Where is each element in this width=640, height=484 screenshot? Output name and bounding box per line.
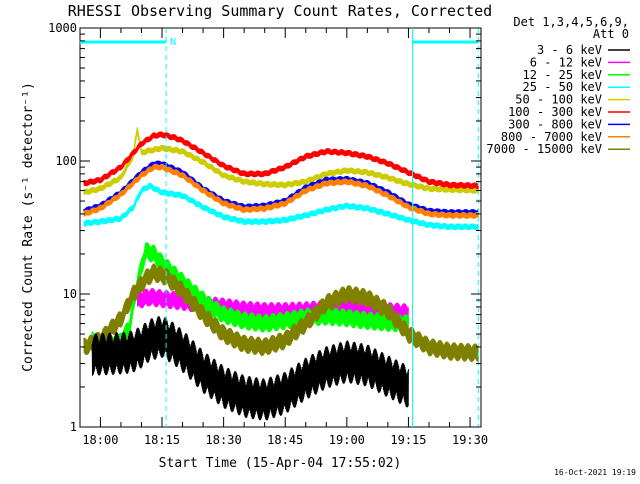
y-tick-label: 1000 bbox=[48, 21, 77, 35]
legend-label: 25 - 50 keV bbox=[523, 80, 602, 94]
y-tick-label: 1 bbox=[70, 420, 77, 434]
series-layer bbox=[83, 127, 479, 421]
x-tick-label: 18:30 bbox=[206, 433, 242, 447]
legend-label: 3 - 6 keV bbox=[537, 43, 602, 57]
annotation-layer: N bbox=[79, 28, 479, 427]
x-tick-label: 18:15 bbox=[144, 433, 180, 447]
x-tick-label: 19:00 bbox=[329, 433, 365, 447]
axis-layer: 18:00 18:15 18:30 18:45 19:00 19:15 19:30 1 10 10… bbox=[48, 21, 488, 447]
chart-title: RHESSI Observing Summary Count Rates, Co… bbox=[68, 2, 492, 20]
x-tick-label: 18:45 bbox=[267, 433, 303, 447]
x-axis-label: Start Time (15-Apr-04 17:55:02) bbox=[159, 456, 402, 471]
legend-label: 6 - 12 keV bbox=[530, 55, 602, 69]
y-tick-label: 10 bbox=[63, 287, 77, 301]
legend-label: 50 - 100 keV bbox=[515, 93, 602, 107]
plot-frame bbox=[79, 27, 482, 428]
legend-label: 7000 - 15000 keV bbox=[486, 142, 602, 156]
legend-header-detectors: Det 1,3,4,5,6,9, bbox=[513, 15, 629, 29]
legend-label: 800 - 7000 keV bbox=[501, 130, 602, 144]
generation-date: 16-Oct-2021 19:19 bbox=[554, 468, 636, 477]
x-tick-label: 18:00 bbox=[82, 433, 118, 447]
legend-header-attenuator: Att 0 bbox=[593, 27, 629, 41]
series-line-100-300keV bbox=[83, 131, 479, 190]
legend-label: 300 - 800 keV bbox=[508, 117, 602, 131]
x-tick-label: 19:15 bbox=[390, 433, 426, 447]
series-line-3-6keV bbox=[91, 316, 409, 421]
series-line-12-25keV bbox=[91, 242, 410, 357]
legend-label: 12 - 25 keV bbox=[523, 68, 602, 82]
x-tick-label: 19:30 bbox=[452, 433, 488, 447]
y-tick-label: 100 bbox=[55, 154, 77, 168]
night-label: N bbox=[170, 37, 176, 48]
legend-label: 100 - 300 keV bbox=[508, 105, 602, 119]
y-axis-label: Corrected Count Rate (s⁻¹ detector⁻¹) bbox=[21, 82, 36, 372]
series-line-50-100keV bbox=[83, 127, 479, 196]
